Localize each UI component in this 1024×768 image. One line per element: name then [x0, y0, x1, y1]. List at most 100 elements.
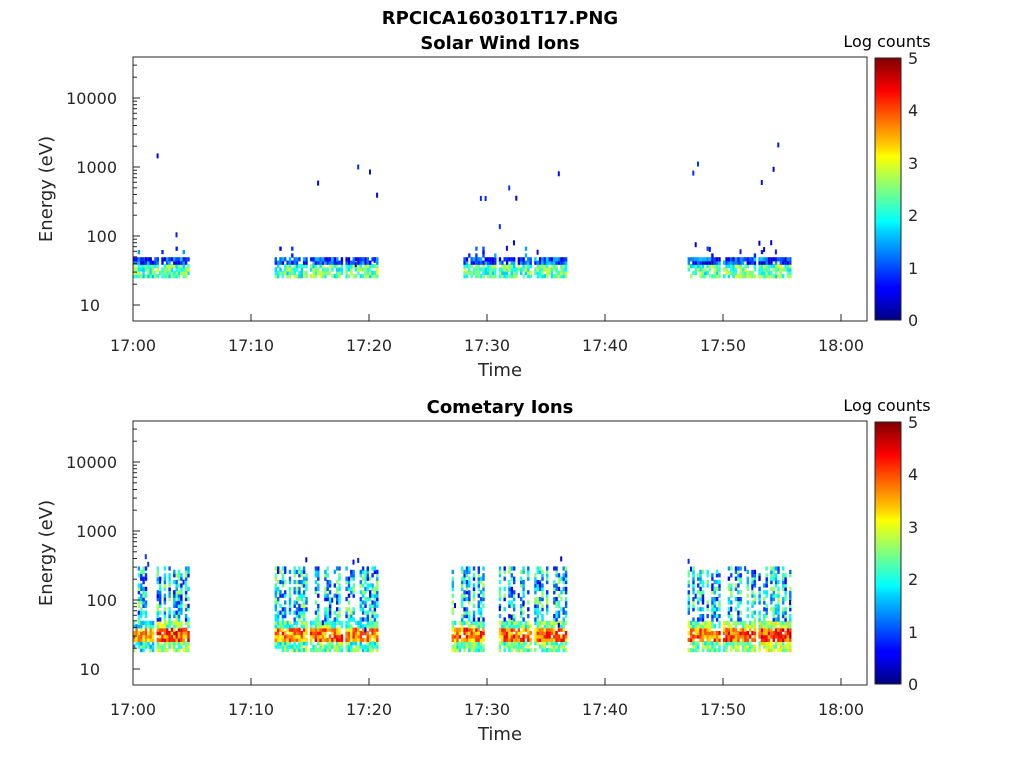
- spectrogram-cell: [477, 274, 480, 279]
- spectrogram-cell: [336, 634, 339, 639]
- spectrogram-cell: [789, 573, 792, 578]
- spectrogram-cell: [170, 257, 174, 262]
- spectrogram-cell: [690, 648, 693, 653]
- spectrogram-cell: [321, 627, 325, 632]
- spectrogram-cell: [182, 250, 185, 255]
- spectrogram-cell: [489, 267, 492, 272]
- spectrogram-cell: [536, 607, 539, 612]
- spectrogram-cell: [753, 610, 757, 615]
- spectrogram-cell: [187, 624, 190, 629]
- spectrogram-cell: [524, 620, 528, 625]
- spectrogram-cell: [711, 631, 714, 636]
- spectrogram-cell: [371, 603, 374, 608]
- spectrogram-cell: [451, 610, 454, 615]
- spectrogram-cell: [314, 586, 318, 591]
- spectrogram-cell: [298, 603, 301, 608]
- spectrogram-cell: [336, 566, 339, 571]
- spectrogram-cell: [770, 580, 773, 585]
- spectrogram-cell: [302, 270, 306, 275]
- spectrogram-cell: [543, 257, 546, 262]
- spectrogram-cell: [541, 648, 544, 653]
- spectrogram-cell: [173, 270, 176, 275]
- spectrogram-cell: [177, 641, 181, 646]
- spectrogram-cell: [730, 260, 733, 265]
- spectrogram-cell: [725, 637, 728, 642]
- spectrogram-cell: [758, 627, 761, 632]
- spectrogram-cell: [774, 260, 778, 265]
- spectrogram-cell: [758, 597, 761, 602]
- spectrogram-cell: [541, 617, 544, 622]
- spectrogram-cell: [175, 610, 178, 615]
- spectrogram-cell: [529, 270, 532, 275]
- spectrogram-cell: [739, 627, 742, 632]
- spectrogram-cell: [550, 627, 554, 632]
- spectrogram-cell: [536, 631, 539, 636]
- spectrogram-cell: [319, 641, 322, 646]
- spectrogram-cell: [291, 637, 294, 642]
- spectrogram-cell: [701, 648, 705, 653]
- spectrogram-cell: [338, 600, 341, 605]
- spectrogram-cell: [694, 634, 698, 639]
- spectrogram-cell: [718, 580, 721, 585]
- spectrogram-cell: [789, 641, 792, 646]
- spectrogram-cell: [284, 580, 287, 585]
- spectrogram-cell: [173, 580, 176, 585]
- spectrogram-cell: [711, 603, 714, 608]
- spectrogram-cell: [180, 634, 183, 639]
- spectrogram-cell: [789, 600, 792, 605]
- spectrogram-cell: [744, 637, 747, 642]
- spectrogram-cell: [508, 569, 511, 574]
- spectrogram-cell: [730, 641, 733, 646]
- spectrogram-cell: [477, 569, 480, 574]
- spectrogram-cell: [340, 637, 344, 642]
- spectrogram-cell: [364, 270, 367, 275]
- spectrogram-cell: [137, 566, 141, 571]
- spectrogram-cell: [692, 617, 695, 622]
- spectrogram-cell: [498, 627, 502, 632]
- spectrogram-cell: [513, 264, 516, 269]
- spectrogram-cell: [708, 267, 712, 272]
- spectrogram-cell: [711, 607, 714, 612]
- spectrogram-cell: [704, 624, 707, 629]
- spectrogram-cell: [727, 620, 731, 625]
- spectrogram-cell: [701, 614, 705, 619]
- spectrogram-cell: [180, 590, 183, 595]
- spectrogram-cell: [784, 260, 787, 265]
- spectrogram-cell: [288, 580, 292, 585]
- spectrogram-cell: [468, 593, 471, 598]
- spectrogram-cell: [284, 257, 287, 262]
- spectrogram-cell: [494, 253, 497, 258]
- spectrogram-cell: [699, 576, 702, 581]
- spectrogram-cell: [550, 274, 554, 279]
- spectrogram-cell: [288, 607, 292, 612]
- spectrogram-cell: [168, 260, 171, 265]
- spectrogram-cell: [524, 246, 528, 251]
- spectrogram-cell: [562, 634, 565, 639]
- spectrogram-cell: [336, 614, 339, 619]
- spectrogram-cell: [291, 270, 294, 275]
- spectrogram-cell: [557, 580, 561, 585]
- spectrogram-cell: [555, 614, 558, 619]
- spectrogram-cell: [295, 627, 299, 632]
- spectrogram-cell: [154, 264, 157, 269]
- spectrogram-cell: [741, 274, 745, 279]
- spectrogram-cell: [713, 610, 716, 615]
- spectrogram-cell: [701, 627, 705, 632]
- spectrogram-cell: [180, 644, 183, 649]
- spectrogram-cell: [520, 583, 523, 588]
- spectrogram-cell: [751, 593, 754, 598]
- spectrogram-cell: [513, 641, 516, 646]
- spectrogram-cell: [151, 264, 155, 269]
- spectrogram-cell: [546, 573, 549, 578]
- spectrogram-cell: [366, 637, 369, 642]
- spectrogram-cell: [527, 573, 530, 578]
- spectrogram-cell: [286, 260, 289, 265]
- spectrogram-cell: [477, 576, 480, 581]
- spectrogram-cell: [324, 597, 327, 602]
- spectrogram-cell: [482, 260, 485, 265]
- spectrogram-cell: [751, 585, 754, 591]
- spectrogram-cell: [541, 270, 544, 275]
- spectrogram-cell: [718, 260, 721, 265]
- spectrogram-cell: [336, 270, 339, 275]
- spectrogram-cell: [538, 581, 541, 587]
